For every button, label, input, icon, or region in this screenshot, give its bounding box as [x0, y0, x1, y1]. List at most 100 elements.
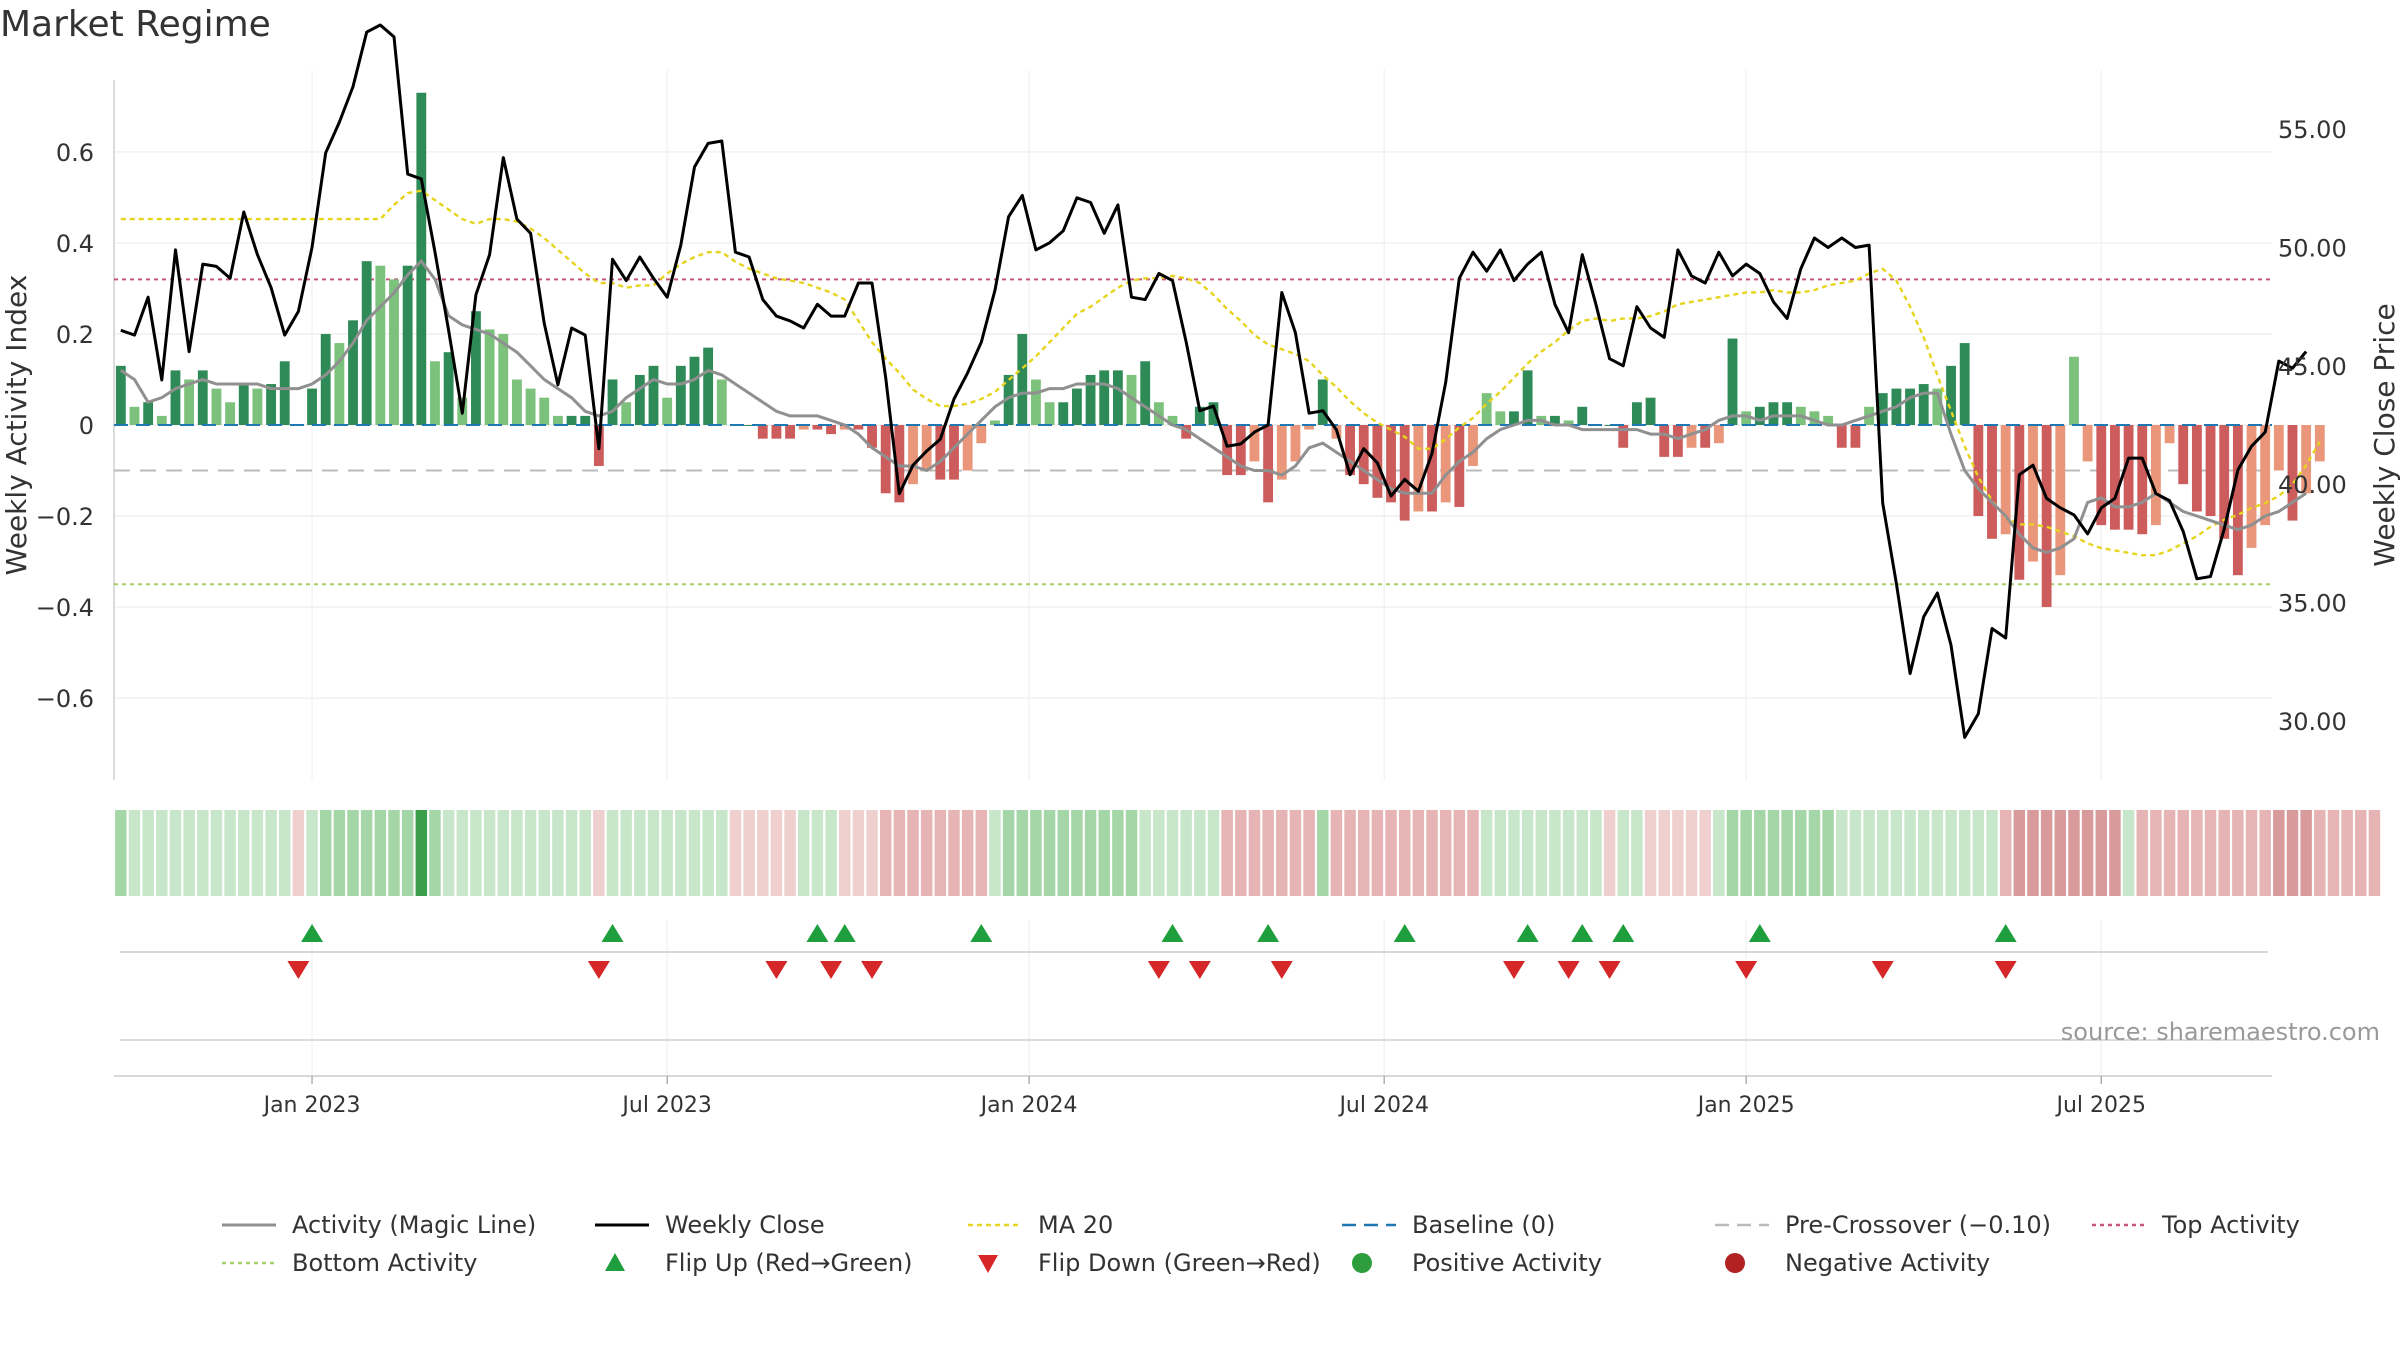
regime-cell-15 [319, 810, 332, 896]
regime-cell-132 [1917, 810, 1930, 896]
activity-bar-47 [757, 425, 768, 439]
regime-cell-115 [1685, 810, 1698, 896]
activity-bar-144 [2082, 425, 2093, 462]
activity-bar-118 [1727, 338, 1738, 425]
flip-up-marker-6 [1257, 924, 1280, 942]
regime-cell-128 [1863, 810, 1875, 896]
flip-down-marker-3 [820, 961, 843, 979]
regime-cell-72 [1098, 810, 1110, 896]
legend-swatch [978, 1255, 998, 1273]
regime-cell-102 [1508, 810, 1520, 896]
regime-cell-117 [1713, 810, 1725, 896]
regime-cell-138 [1999, 810, 2012, 896]
regime-cell-148 [2136, 810, 2148, 896]
activity-bar-15 [320, 333, 331, 425]
activity-bar-28 [498, 333, 509, 425]
regime-cell-7 [210, 810, 223, 896]
activity-bar-38 [634, 374, 645, 425]
activity-bar-3 [156, 415, 167, 425]
activity-bar-57 [894, 425, 905, 503]
regime-cell-51 [811, 810, 824, 896]
activity-bar-55 [867, 425, 877, 448]
activity-bar-26 [471, 311, 481, 425]
activity-bar-110 [1618, 425, 1629, 448]
activity-bar-14 [307, 388, 317, 425]
regime-cell-42 [688, 810, 701, 896]
activity-bar-112 [1645, 397, 1656, 425]
regime-cell-159 [2286, 810, 2299, 896]
regime-cell-139 [2013, 810, 2026, 896]
flip-down-marker-4 [861, 961, 884, 979]
regime-cell-118 [1726, 810, 1739, 896]
activity-bar-36 [607, 379, 618, 425]
magic-line [119, 258, 2307, 554]
regime-cell-26 [470, 810, 482, 896]
regime-cell-70 [1071, 810, 1083, 896]
regime-cell-82 [1235, 810, 1247, 896]
regime-cell-127 [1849, 810, 1862, 896]
activity-bar-23 [430, 361, 440, 425]
regime-cell-40 [661, 810, 673, 896]
x-tick-label-2: Jan 2024 [979, 1093, 1078, 1118]
legend-label: MA 20 [1038, 1211, 1113, 1239]
regime-cell-48 [770, 810, 783, 896]
activity-bar-7 [211, 388, 222, 425]
flip-down-marker-10 [1598, 961, 1621, 979]
activity-bar-75 [1140, 361, 1151, 425]
regime-cell-113 [1658, 810, 1670, 896]
regime-cell-33 [565, 810, 578, 896]
regime-cell-91 [1357, 810, 1370, 896]
regime-cell-99 [1467, 810, 1479, 896]
regime-cell-65 [1002, 810, 1015, 896]
activity-bar-135 [1959, 343, 1970, 425]
activity-bar-40 [662, 397, 673, 425]
right-tick-label-4: 50.00 [2278, 235, 2347, 263]
activity-bar-127 [1850, 425, 1861, 448]
activity-bar-90 [1345, 425, 1355, 476]
activity-bar-156 [2246, 425, 2257, 548]
regime-cell-24 [442, 810, 455, 896]
regime-cell-13 [292, 810, 305, 896]
regime-cell-66 [1016, 810, 1029, 896]
regime-cell-90 [1344, 810, 1356, 896]
activity-bar-137 [1987, 425, 1997, 539]
regime-cell-63 [975, 810, 988, 896]
regime-cell-78 [1180, 810, 1192, 896]
activity-bar-146 [2110, 425, 2120, 530]
activity-bar-42 [689, 356, 700, 425]
regime-cell-157 [2259, 810, 2271, 896]
regime-cell-129 [1877, 810, 1889, 896]
activity-bar-129 [1877, 393, 1888, 425]
activity-bar-10 [252, 388, 263, 425]
regime-cell-107 [1576, 810, 1588, 896]
activity-bar-96 [1427, 425, 1437, 512]
flip-down-marker-2 [765, 961, 788, 979]
regime-cell-68 [1043, 810, 1056, 896]
regime-cell-96 [1426, 810, 1438, 896]
regime-cell-101 [1494, 810, 1507, 896]
activity-bar-109 [1604, 425, 1615, 426]
activity-bar-87 [1304, 425, 1315, 430]
legend-label: Baseline (0) [1412, 1211, 1555, 1239]
activity-bar-66 [1017, 333, 1028, 425]
regime-cell-122 [1781, 810, 1793, 896]
legend-swatch [1352, 1253, 1372, 1273]
activity-bar-125 [1823, 415, 1834, 425]
regime-cell-54 [852, 810, 865, 896]
regime-cell-158 [2273, 810, 2285, 896]
flip-up-marker-5 [1161, 924, 1184, 942]
regime-cell-98 [1453, 810, 1466, 896]
legend-label: Pre-Crossover (−0.10) [1785, 1211, 2051, 1239]
activity-bar-88 [1317, 379, 1328, 425]
legend-item-pre: Pre-Crossover (−0.10) [1715, 1211, 2051, 1239]
activity-bar-141 [2041, 425, 2052, 608]
activity-bar-120 [1754, 406, 1765, 425]
flip-up-marker-12 [1994, 924, 2017, 942]
flip-down-marker-0 [287, 961, 310, 979]
flip-up-marker-1 [601, 924, 624, 942]
regime-cell-55 [866, 810, 878, 896]
regime-cell-161 [2314, 810, 2326, 896]
regime-cell-100 [1480, 810, 1493, 896]
regime-cell-103 [1521, 810, 1534, 896]
regime-cell-155 [2232, 810, 2244, 896]
